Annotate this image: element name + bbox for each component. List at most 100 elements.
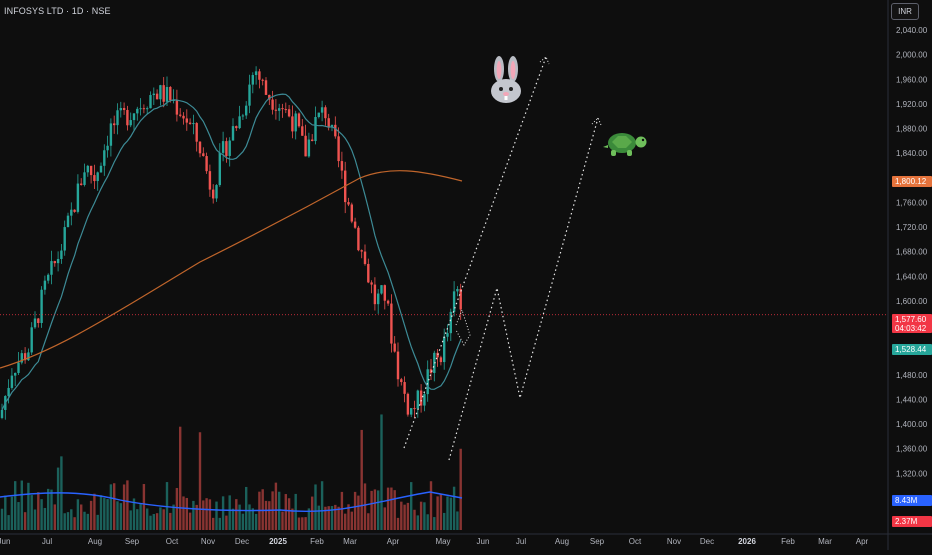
volume-bar xyxy=(264,500,268,530)
candle-body xyxy=(198,141,202,154)
volume-bar xyxy=(14,481,17,530)
volume-bar xyxy=(56,467,60,530)
candle-body xyxy=(96,172,99,182)
candle-body xyxy=(60,250,63,259)
candle-body xyxy=(307,139,311,157)
x-tick-label: Nov xyxy=(201,537,215,546)
turtle-icon xyxy=(602,124,648,158)
candle-body xyxy=(311,139,314,142)
candle-body xyxy=(254,71,258,76)
y-tick-label: 2,000.00 xyxy=(896,51,928,60)
candle-body xyxy=(149,95,152,109)
candle-body xyxy=(17,362,20,373)
candle-body xyxy=(347,202,350,205)
volume-ma-badge: 8.43M xyxy=(892,495,932,506)
volume-bar xyxy=(301,517,304,530)
volume-bar xyxy=(89,500,93,530)
x-tick-label: Aug xyxy=(555,537,569,546)
candle-body xyxy=(37,318,40,323)
candle-body xyxy=(231,126,235,141)
candle-body xyxy=(410,408,413,415)
candle-body xyxy=(251,75,254,85)
candle-body xyxy=(43,280,47,290)
candle-body xyxy=(360,250,363,252)
candle-body xyxy=(340,161,344,171)
volume-bar xyxy=(334,504,337,530)
volume-bar xyxy=(10,496,14,530)
x-tick-label: 2025 xyxy=(269,537,287,546)
volume-bar xyxy=(63,513,66,530)
volume-ma-badge-bg xyxy=(892,495,932,506)
candle-body xyxy=(56,258,60,264)
candle-body xyxy=(195,123,198,142)
candle-body xyxy=(109,123,113,146)
candle-body xyxy=(403,382,406,394)
volume-bar xyxy=(274,482,278,530)
volume-bar xyxy=(433,517,436,530)
volume-bar xyxy=(307,508,311,530)
candle-body xyxy=(218,152,221,186)
volume-bar xyxy=(360,429,363,530)
volume-bar xyxy=(304,517,307,530)
volume-bar xyxy=(192,500,195,530)
volume-bar xyxy=(188,512,192,530)
volume-bar xyxy=(205,498,208,530)
ma-fast-badge-text: 1,528.44 xyxy=(895,345,927,354)
candle-body xyxy=(40,289,43,323)
candle-body xyxy=(334,124,337,137)
volume-bar xyxy=(23,512,27,530)
candle-body xyxy=(93,175,96,182)
volume-bar xyxy=(390,487,393,530)
candle-body xyxy=(142,108,146,110)
volume-bar xyxy=(40,499,43,530)
volume-bar xyxy=(350,511,353,530)
candle-body xyxy=(291,116,294,132)
candle-body xyxy=(238,116,241,129)
candle-body xyxy=(449,311,452,334)
volume-bar xyxy=(7,515,10,530)
volume-badge-bg xyxy=(892,516,932,527)
x-tick-label: Feb xyxy=(310,537,324,546)
ma-fast-badge: 1,528.44 xyxy=(892,344,932,355)
volume-bar xyxy=(320,481,324,530)
volume-bar xyxy=(0,508,4,530)
candle-body xyxy=(396,351,400,380)
volume-bar xyxy=(208,499,212,530)
candle-body xyxy=(301,126,304,136)
candle-body xyxy=(281,108,284,110)
volume-bar xyxy=(80,504,83,530)
candle-body xyxy=(294,113,297,132)
candle-body xyxy=(383,285,386,301)
candle-body xyxy=(27,352,30,361)
volume-ma-badge-text: 8.43M xyxy=(895,496,918,505)
candle-body xyxy=(113,123,116,126)
candle-body xyxy=(0,409,4,418)
currency-button[interactable]: INR xyxy=(891,3,919,20)
volume-bar xyxy=(33,509,37,530)
volume-bar xyxy=(231,508,235,530)
candle-body xyxy=(264,80,268,95)
volume-bar xyxy=(291,508,294,530)
candle-body xyxy=(202,153,205,157)
last-price-badge-bg xyxy=(892,314,932,333)
y-tick-label: 1,920.00 xyxy=(896,100,928,109)
candle-body xyxy=(241,115,245,117)
volume-bar xyxy=(132,498,136,530)
volume-bar xyxy=(396,517,400,530)
candle-body xyxy=(159,85,162,100)
ma-slow-badge-bg xyxy=(892,176,932,187)
volume-bar xyxy=(314,484,317,530)
candle-body xyxy=(429,369,433,373)
candle-body xyxy=(139,108,142,110)
candle-body xyxy=(99,165,103,173)
volume-bar xyxy=(327,506,330,530)
volume-bar xyxy=(377,490,380,530)
volume-bar xyxy=(43,507,47,530)
volume-bar xyxy=(353,491,357,530)
volume-bar xyxy=(248,504,251,530)
ma-fast-badge-bg xyxy=(892,344,932,355)
candle-body xyxy=(324,107,327,119)
